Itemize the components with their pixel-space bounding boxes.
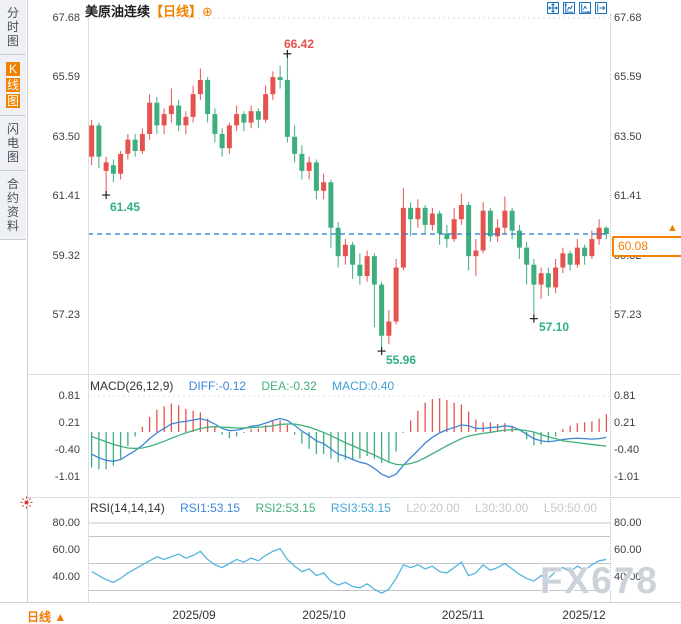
y-axis-tick-label: -0.40 (54, 443, 80, 456)
y-axis-tick-label: -0.40 (614, 443, 640, 456)
chart-toolbar (547, 2, 607, 14)
x-axis-scale-icon[interactable] (579, 2, 591, 14)
rsi2-value: RSI2:53.15 (255, 501, 316, 515)
annotation-low-early: 61.45 (110, 200, 141, 214)
rsi-name[interactable]: RSI(14,14,14) (90, 501, 165, 515)
sidebar-tab-2[interactable]: K线图 (0, 55, 26, 116)
instrument-title: 美原油连续【日线】⊕ (85, 1, 213, 20)
y-axis-tick-label: -1.01 (54, 470, 80, 483)
annotation-low-min: 55.96 (386, 353, 417, 367)
y-axis-tick-label: 61.41 (52, 190, 80, 203)
macd-value: MACD:0.40 (332, 379, 395, 393)
y-axis-tick-label: -1.01 (614, 470, 640, 483)
add-indicator-icon[interactable]: ⊕ (202, 4, 213, 19)
y-axis-tick-label: 57.23 (52, 308, 80, 321)
y-axis-tick-label: 65.59 (614, 71, 642, 84)
panel-divider (27, 497, 681, 498)
y-axis-tick-label: 80.00 (52, 517, 80, 529)
y-axis-tick-label: 63.50 (52, 130, 80, 143)
time-axis-label: 2025/11 (441, 608, 485, 622)
y-axis-scale-icon[interactable] (563, 2, 575, 14)
macd-diff-value: DIFF:-0.12 (188, 379, 247, 393)
rsi-l50-level: L50:50.00 (543, 501, 598, 515)
y-axis-tick-label: 40.00 (52, 571, 80, 583)
y-axis-tick-label: 0.21 (614, 416, 636, 429)
macd-dea-value: DEA:-0.32 (261, 379, 317, 393)
y-axis-tick-label: 67.68 (52, 12, 80, 24)
time-axis-label: 2025/12 (562, 608, 606, 622)
sidebar-tab-3[interactable]: 闪电图 (0, 116, 26, 171)
rsi-header: RSI(14,14,14) RSI1:53.15 RSI2:53.15 RSI3… (90, 501, 609, 515)
rsi1-value: RSI1:53.15 (180, 501, 241, 515)
current-price-label: 60.08 (612, 236, 681, 257)
annotation-low-late: 57.10 (539, 320, 570, 334)
y-axis-tick-label: 60.00 (614, 544, 642, 556)
crosshair-move-icon[interactable] (547, 2, 559, 14)
y-axis-tick-label: 40.00 (614, 571, 642, 583)
y-axis-tick-label: 57.23 (614, 308, 642, 321)
y-axis-tick-label: 80.00 (614, 517, 642, 529)
y-axis-tick-label: 59.32 (52, 249, 80, 262)
sidebar-tab-4[interactable]: 合约资料 (0, 171, 26, 240)
plot-left-border (88, 14, 89, 602)
period-selector[interactable]: 日线 ▲ (27, 610, 67, 624)
plot-right-border (610, 14, 611, 602)
rsi-l30-level: L30:30.00 (474, 501, 529, 515)
macd-name[interactable]: MACD(26,12,9) (90, 379, 174, 393)
y-axis-tick-label: 63.50 (614, 130, 642, 143)
annotation-high: 66.42 (284, 37, 315, 51)
price-up-arrow-icon: ▲ (667, 222, 678, 234)
y-axis-tick-label: 65.59 (52, 71, 80, 84)
period-tag: 【日线】 (150, 4, 203, 19)
instrument-name: 美原油连续 (85, 4, 151, 19)
indicator-settings-icon[interactable] (20, 496, 33, 509)
time-axis-label: 2025/10 (302, 608, 346, 622)
pan-right-icon[interactable] (595, 2, 607, 14)
y-axis-tick-label: 0.81 (614, 390, 636, 403)
y-axis-tick-label: 0.81 (58, 390, 80, 403)
y-axis-tick-label: 61.41 (614, 190, 642, 203)
time-axis-label: 2025/09 (172, 608, 216, 622)
y-axis-tick-label: 60.00 (52, 544, 80, 556)
y-axis-tick-label: 0.21 (58, 416, 80, 429)
y-axis-tick-label: 67.68 (614, 12, 642, 24)
sidebar: 分时图 K线图 闪电图 合约资料 (0, 0, 28, 624)
rsi-l20-level: L20:20.00 (406, 501, 460, 515)
time-axis-bar: 日线 ▲ 2025/09 2025/10 2025/11 2025/12 (0, 602, 681, 624)
panel-divider (27, 374, 681, 375)
rsi3-value: RSI3:53.15 (330, 501, 391, 515)
macd-header: MACD(26,12,9) DIFF:-0.12 DEA:-0.32 MACD:… (90, 379, 406, 393)
sidebar-tab-1[interactable]: 分时图 (0, 0, 26, 55)
